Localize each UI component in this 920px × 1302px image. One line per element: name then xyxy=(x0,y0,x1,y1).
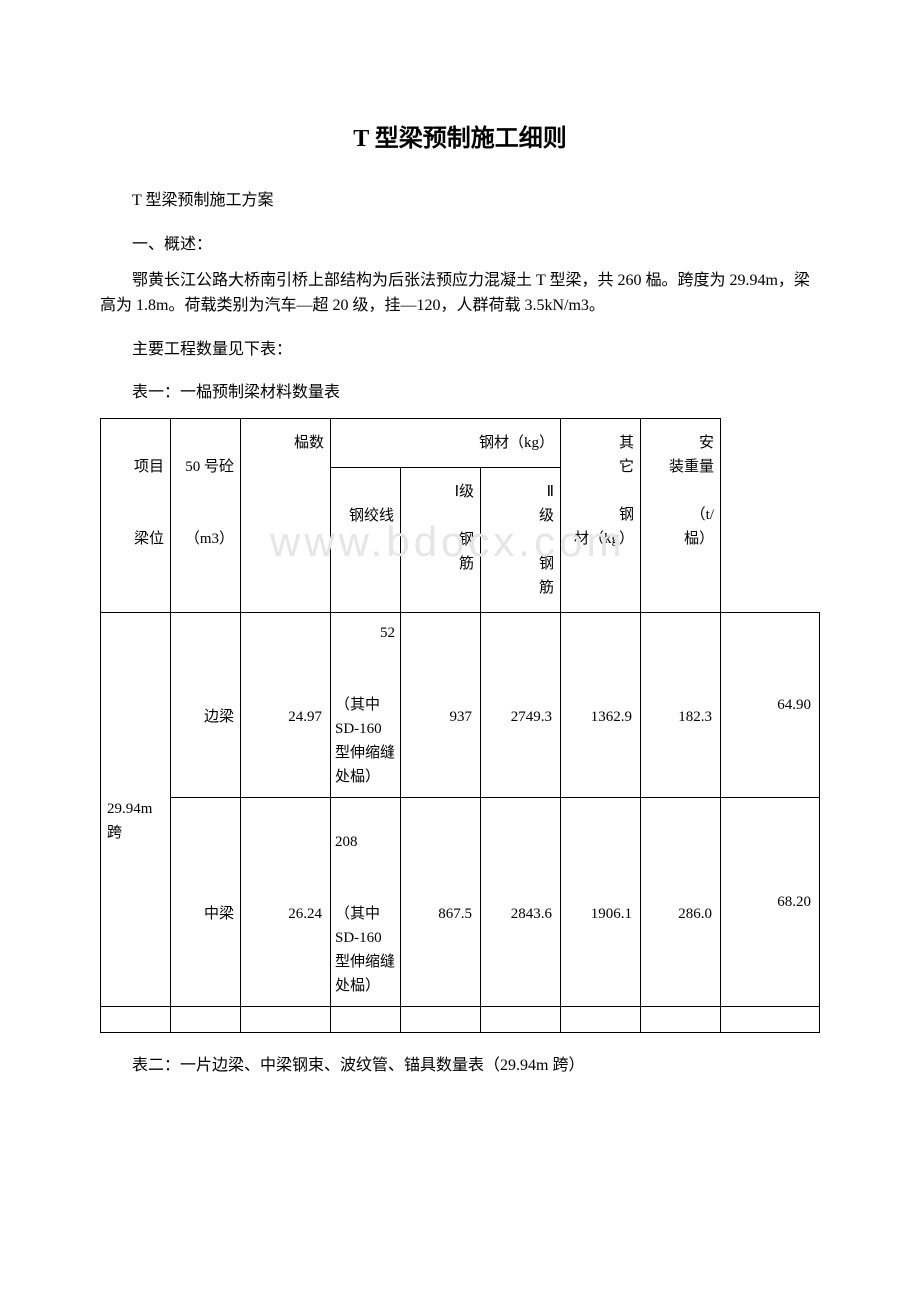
header-install-weight: 安装重量 （t/榀） xyxy=(641,418,721,612)
header-item-beam: 项目 梁位 xyxy=(101,418,171,612)
install-weight-cell: 68.20 xyxy=(721,797,820,1006)
table-empty-row xyxy=(101,1006,820,1032)
table-header-row-1: 项目 梁位 50 号砼 （m3） 榀数 钢材（kg） 其它 钢材（kg） 安装重… xyxy=(101,418,820,467)
table-row: 中梁 26.24 208 （其中SD-160 型伸缩缝处榀） 867.5 284… xyxy=(101,797,820,1006)
install-weight-cell: 64.90 xyxy=(721,612,820,797)
table1-wrapper: www.bdocx.com 项目 梁位 50 号砼 （m3） 榀数 钢材（kg）… xyxy=(100,418,820,1033)
header-other-steel: 其它 钢材（kg） xyxy=(561,418,641,612)
rebar-ii-cell: 1362.9 xyxy=(561,612,641,797)
count-cell: 52 （其中SD-160 型伸缩缝处榀） xyxy=(331,612,401,797)
rebar-ii-cell: 1906.1 xyxy=(561,797,641,1006)
header-steel-group: 钢材（kg） xyxy=(331,418,561,467)
quantity-intro: 主要工程数量见下表： xyxy=(100,337,820,363)
beam-type-cell: 边梁 xyxy=(171,612,241,797)
concrete-cell: 26.24 xyxy=(241,797,331,1006)
header-steel-strand: 钢绞线 xyxy=(331,467,401,612)
beam-type-cell: 中梁 xyxy=(171,797,241,1006)
steel-strand-cell: 867.5 xyxy=(401,797,481,1006)
table1-caption: 表一：一榀预制梁材料数量表 xyxy=(100,380,820,406)
material-quantity-table: 项目 梁位 50 号砼 （m3） 榀数 钢材（kg） 其它 钢材（kg） 安装重… xyxy=(100,418,820,1033)
other-steel-cell: 286.0 xyxy=(641,797,721,1006)
rebar-i-cell: 2749.3 xyxy=(481,612,561,797)
section-1-label: 一、概述： xyxy=(100,232,820,258)
subtitle: T 型梁预制施工方案 xyxy=(100,188,820,214)
rebar-i-cell: 2843.6 xyxy=(481,797,561,1006)
table2-caption: 表二：一片边梁、中梁钢束、波纹管、锚具数量表（29.94m 跨） xyxy=(100,1053,820,1079)
page-title: T 型梁预制施工细则 xyxy=(100,120,820,158)
header-rebar-i: Ⅰ级 钢筋 xyxy=(401,467,481,612)
count-cell: 208 （其中SD-160 型伸缩缝处榀） xyxy=(331,797,401,1006)
other-steel-cell: 182.3 xyxy=(641,612,721,797)
span-label: 29.94m跨 xyxy=(101,612,171,1006)
table-row: 29.94m跨 边梁 24.97 52 （其中SD-160 型伸缩缝处榀） 93… xyxy=(101,612,820,797)
steel-strand-cell: 937 xyxy=(401,612,481,797)
description-paragraph: 鄂黄长江公路大桥南引桥上部结构为后张法预应力混凝土 T 型梁，共 260 榀。跨… xyxy=(100,268,820,319)
header-rebar-ii: Ⅱ级 钢筋 xyxy=(481,467,561,612)
concrete-cell: 24.97 xyxy=(241,612,331,797)
